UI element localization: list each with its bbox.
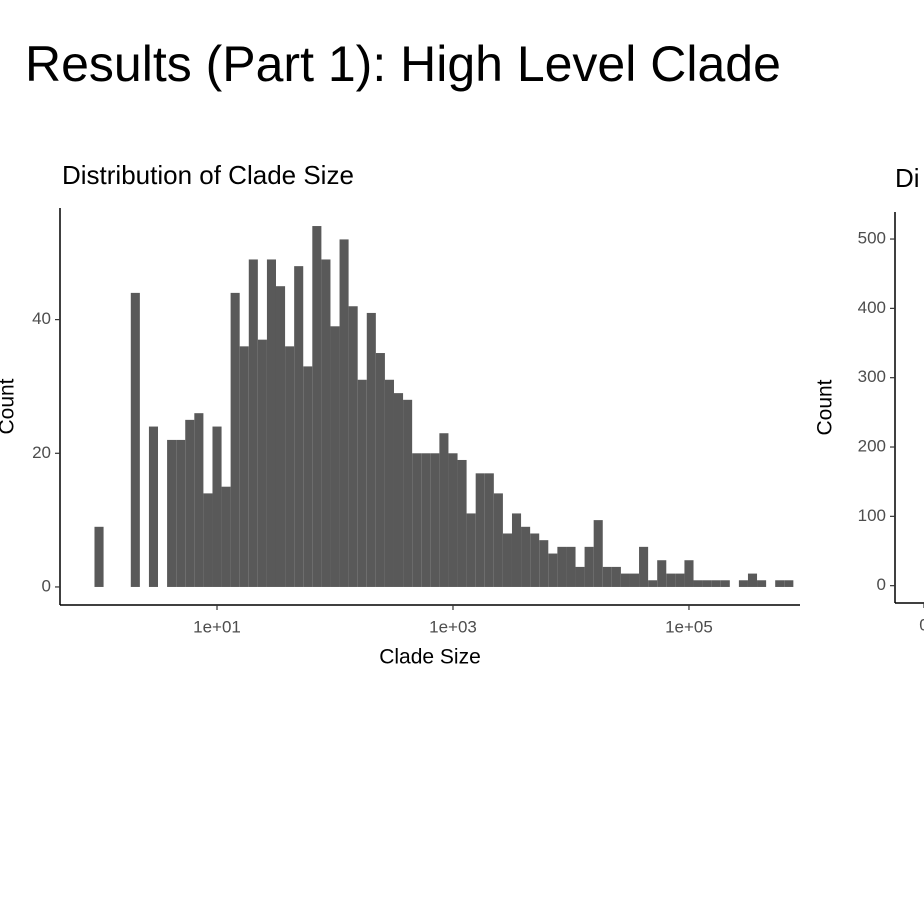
bar	[412, 453, 422, 587]
bar	[629, 573, 640, 587]
bar	[366, 312, 376, 587]
bar	[357, 379, 367, 587]
bar	[475, 473, 485, 587]
bar	[348, 306, 358, 587]
bar	[539, 540, 549, 587]
bar	[321, 259, 331, 587]
bar	[248, 259, 258, 587]
bar	[375, 353, 385, 587]
y-tick-label: 500	[858, 229, 886, 248]
bar	[711, 580, 721, 587]
bar	[221, 486, 231, 587]
bar	[639, 546, 649, 587]
x-tick-label: 1e+01	[193, 617, 241, 636]
bar	[384, 379, 394, 587]
bar	[266, 259, 276, 587]
x-tick-label: 1e+05	[665, 617, 713, 636]
bar	[94, 526, 104, 587]
bar	[675, 573, 685, 587]
bar	[757, 580, 767, 587]
bar	[339, 239, 349, 587]
y-tick-label: 0	[877, 575, 886, 594]
y-axis-label: Count	[814, 379, 837, 435]
bar	[176, 439, 186, 587]
bar	[666, 573, 676, 587]
bar	[257, 339, 267, 587]
slide-title: Results (Part 1): High Level Clade	[25, 36, 781, 92]
bar	[285, 346, 295, 587]
bar	[294, 266, 304, 587]
bar	[620, 573, 630, 587]
bar	[430, 453, 440, 587]
bar	[684, 560, 694, 587]
bar	[702, 580, 712, 587]
bar	[747, 573, 758, 587]
bar	[167, 439, 177, 587]
y-tick-label: 20	[32, 443, 51, 462]
y-tick-label: 100	[858, 506, 886, 525]
bar	[148, 426, 159, 587]
bar	[275, 286, 286, 587]
bar	[575, 566, 585, 587]
bar	[130, 292, 140, 587]
y-tick-label: 40	[32, 309, 51, 328]
y-tick-label: 200	[858, 437, 886, 456]
bar	[185, 419, 195, 587]
bar	[493, 493, 503, 587]
bar	[303, 366, 313, 587]
bar	[457, 459, 467, 587]
bar	[466, 513, 476, 587]
bar	[566, 546, 576, 587]
bar	[511, 513, 522, 587]
x-axis-label: Clade Size	[379, 646, 481, 669]
bar	[738, 580, 748, 587]
bar	[484, 473, 494, 587]
bar	[230, 292, 240, 587]
bar	[593, 520, 603, 587]
chart-title: Distribution of Clade Size	[62, 160, 354, 190]
bar	[502, 533, 512, 587]
bar	[648, 580, 658, 587]
bar	[521, 526, 531, 587]
bar	[657, 560, 667, 587]
bar	[421, 453, 431, 587]
bar	[194, 413, 204, 587]
y-tick-label: 400	[858, 298, 886, 317]
chart-title: Di	[895, 163, 920, 193]
bar	[693, 580, 703, 587]
bar	[720, 580, 730, 587]
bar	[611, 566, 621, 587]
bar	[584, 546, 594, 587]
bar	[784, 580, 794, 587]
bar	[557, 546, 567, 587]
bar	[203, 493, 213, 587]
bar	[239, 346, 249, 587]
bar	[548, 553, 558, 587]
x-tick-label: 0	[919, 615, 924, 634]
y-tick-label: 0	[42, 576, 51, 595]
bar	[330, 326, 340, 587]
y-axis-label: Count	[0, 378, 19, 434]
y-tick-label: 300	[858, 367, 886, 386]
bar	[403, 399, 413, 587]
bar	[448, 453, 458, 587]
bar	[393, 393, 404, 587]
bar	[212, 426, 222, 587]
bar	[312, 226, 322, 587]
bar	[530, 533, 540, 587]
bar	[602, 566, 612, 587]
bar	[775, 580, 785, 587]
x-tick-label: 1e+03	[429, 617, 477, 636]
bar	[439, 433, 449, 587]
